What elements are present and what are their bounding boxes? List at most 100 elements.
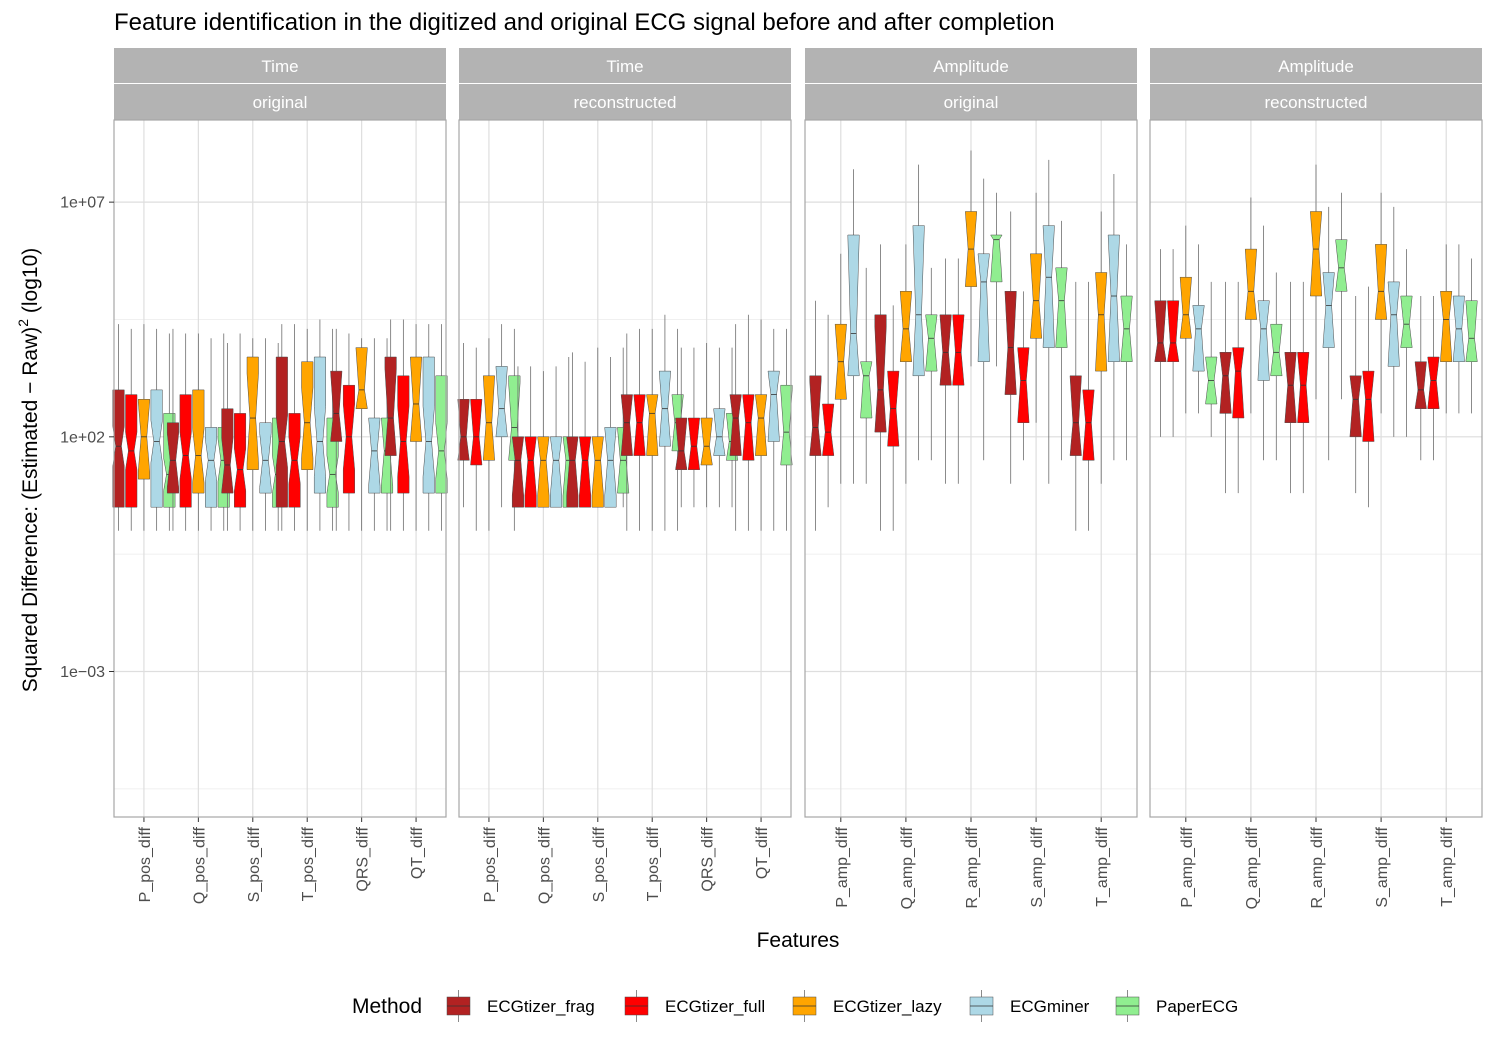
facet-strip-bottom-label: reconstructed (574, 93, 677, 112)
box-ECGtizer_frag (620, 394, 633, 456)
box-ECGtizer_full (1232, 347, 1245, 419)
legend-entry: ECGtizer_lazy (792, 990, 942, 1022)
x-tick-label: Q_pos_diff (536, 826, 553, 904)
box-ECGtizer_lazy (646, 394, 659, 456)
x-tick-label: R_amp_diff (964, 826, 981, 908)
feature-group (1349, 192, 1413, 508)
facet-panel: Amplitude original P_amp_diff Q_amp_diff R_a… (804, 48, 1138, 909)
feature-group (112, 324, 176, 531)
box-PaperECG (990, 234, 1003, 283)
box-ECGtizer_full (952, 314, 965, 386)
box-PaperECG (925, 314, 938, 372)
box-ECGtizer_lazy (591, 436, 604, 508)
panel-border (1149, 119, 1483, 818)
box-PaperECG (1055, 267, 1068, 348)
facet-panel: Time reconstructed P_pos_diff Q_pos_diff S_p… (457, 48, 793, 904)
box-ECGminer (1107, 234, 1120, 362)
x-tick-label: S_amp_diff (1374, 826, 1391, 907)
x-axis-title: Features (757, 929, 840, 952)
facet-strip-bottom (805, 84, 1137, 120)
x-tick-label: QT_diff (754, 826, 771, 879)
box-ECGtizer_frag (1219, 352, 1232, 414)
box-ECGminer (259, 422, 272, 494)
panel-border (804, 119, 1138, 818)
facet-strip-top-label: Amplitude (1278, 57, 1354, 76)
box-ECGtizer_full (579, 436, 592, 508)
box-PaperECG (435, 375, 448, 494)
box-ECGtizer_frag (384, 356, 397, 456)
box-ECGtizer_frag (1284, 352, 1297, 423)
box-ECGtizer_frag (1069, 375, 1082, 456)
facet-strip-top-label: Time (606, 57, 643, 76)
y-axis-title: Squared Difference: (Estimated − Raw)2 (… (15, 248, 42, 693)
y-axis: 1e+07 1e+02 1e−03 (60, 195, 114, 681)
legend-entry: PaperECG (1115, 990, 1238, 1022)
box-ECGtizer_lazy (1030, 253, 1043, 339)
legend: Method ECGtizer_frag ECGtizer_full ECGtize… (352, 990, 1238, 1022)
facet-strip-bottom (459, 84, 791, 120)
feature-group (1414, 244, 1478, 461)
box-ECGminer (422, 356, 435, 494)
chart-title: Feature identification in the digitized … (114, 9, 1055, 36)
feature-group (1219, 197, 1283, 494)
box-ECGminer (1322, 272, 1335, 348)
box-ECGtizer_lazy (246, 356, 259, 470)
x-tick-label: QT_diff (409, 826, 426, 879)
legend-label: ECGtizer_lazy (833, 997, 942, 1016)
box-ECGminer (1042, 225, 1055, 348)
box-ECGtizer_lazy (1244, 248, 1257, 320)
box-PaperECG (1270, 323, 1283, 377)
y-tick-label: 1e−03 (60, 664, 105, 681)
feature-group (275, 319, 339, 531)
box-ECGminer (977, 253, 990, 362)
box-ECGminer (1257, 300, 1270, 381)
box-ECGminer (1192, 305, 1205, 372)
feature-group (1154, 225, 1218, 437)
box-ECGtizer_frag (939, 314, 952, 386)
facet-strip-bottom-label: reconstructed (1265, 93, 1368, 112)
box-ECGminer (604, 427, 617, 508)
box-ECGtizer_frag (511, 436, 524, 508)
x-tick-label: P_amp_diff (834, 826, 851, 907)
x-tick-label: P_pos_diff (137, 826, 154, 902)
facet-strip-bottom-label: original (253, 93, 308, 112)
feature-group (1004, 159, 1068, 484)
facet-strip-top (459, 48, 791, 83)
box-ECGtizer_lazy (1440, 291, 1453, 362)
feature-group (729, 314, 793, 531)
facet-strip-bottom (114, 84, 446, 120)
feature-group (939, 150, 1003, 484)
feature-group (1069, 173, 1133, 531)
x-tick-label: Q_pos_diff (191, 826, 208, 904)
box-ECGtizer_full (342, 384, 355, 494)
box-ECGtizer_full (822, 403, 835, 456)
x-tick-label: R_amp_diff (1309, 826, 1326, 908)
y-tick-label: 1e+07 (60, 195, 105, 212)
box-ECGminer (912, 225, 925, 377)
box-ECGtizer_frag (566, 436, 579, 508)
feature-group (166, 328, 230, 531)
legend-title: Method (352, 995, 422, 1018)
box-ECGtizer_full (524, 436, 537, 508)
box-ECGtizer_frag (1414, 361, 1427, 409)
box-ECGtizer_frag (166, 422, 179, 494)
box-ECGtizer_frag (221, 408, 234, 494)
feature-group (675, 342, 739, 508)
x-tick-label: S_amp_diff (1029, 826, 1046, 907)
box-ECGtizer_frag (874, 314, 887, 433)
x-tick-label: P_pos_diff (482, 826, 499, 902)
feature-group (1284, 164, 1348, 494)
x-tick-label: P_amp_diff (1179, 826, 1196, 907)
box-ECGminer (550, 436, 563, 508)
feature-group (384, 319, 448, 531)
box-ECGminer (313, 356, 326, 494)
x-tick-label: T_pos_diff (645, 826, 662, 901)
box-ECGtizer_lazy (1095, 272, 1108, 372)
box-PaperECG (1400, 295, 1413, 348)
facet-panel: Time original P_pos_diff Q_pos_diff S_pos_di… (112, 48, 448, 904)
box-PaperECG (1335, 239, 1348, 292)
box-ECGtizer_full (1167, 300, 1180, 362)
box-ECGtizer_lazy (137, 399, 150, 480)
feature-group (874, 164, 938, 531)
x-tick-label: T_amp_diff (1094, 826, 1111, 906)
